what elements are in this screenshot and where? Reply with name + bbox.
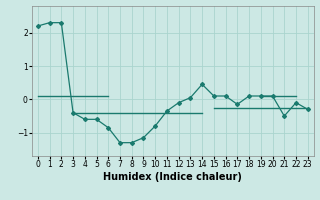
X-axis label: Humidex (Indice chaleur): Humidex (Indice chaleur): [103, 172, 242, 182]
